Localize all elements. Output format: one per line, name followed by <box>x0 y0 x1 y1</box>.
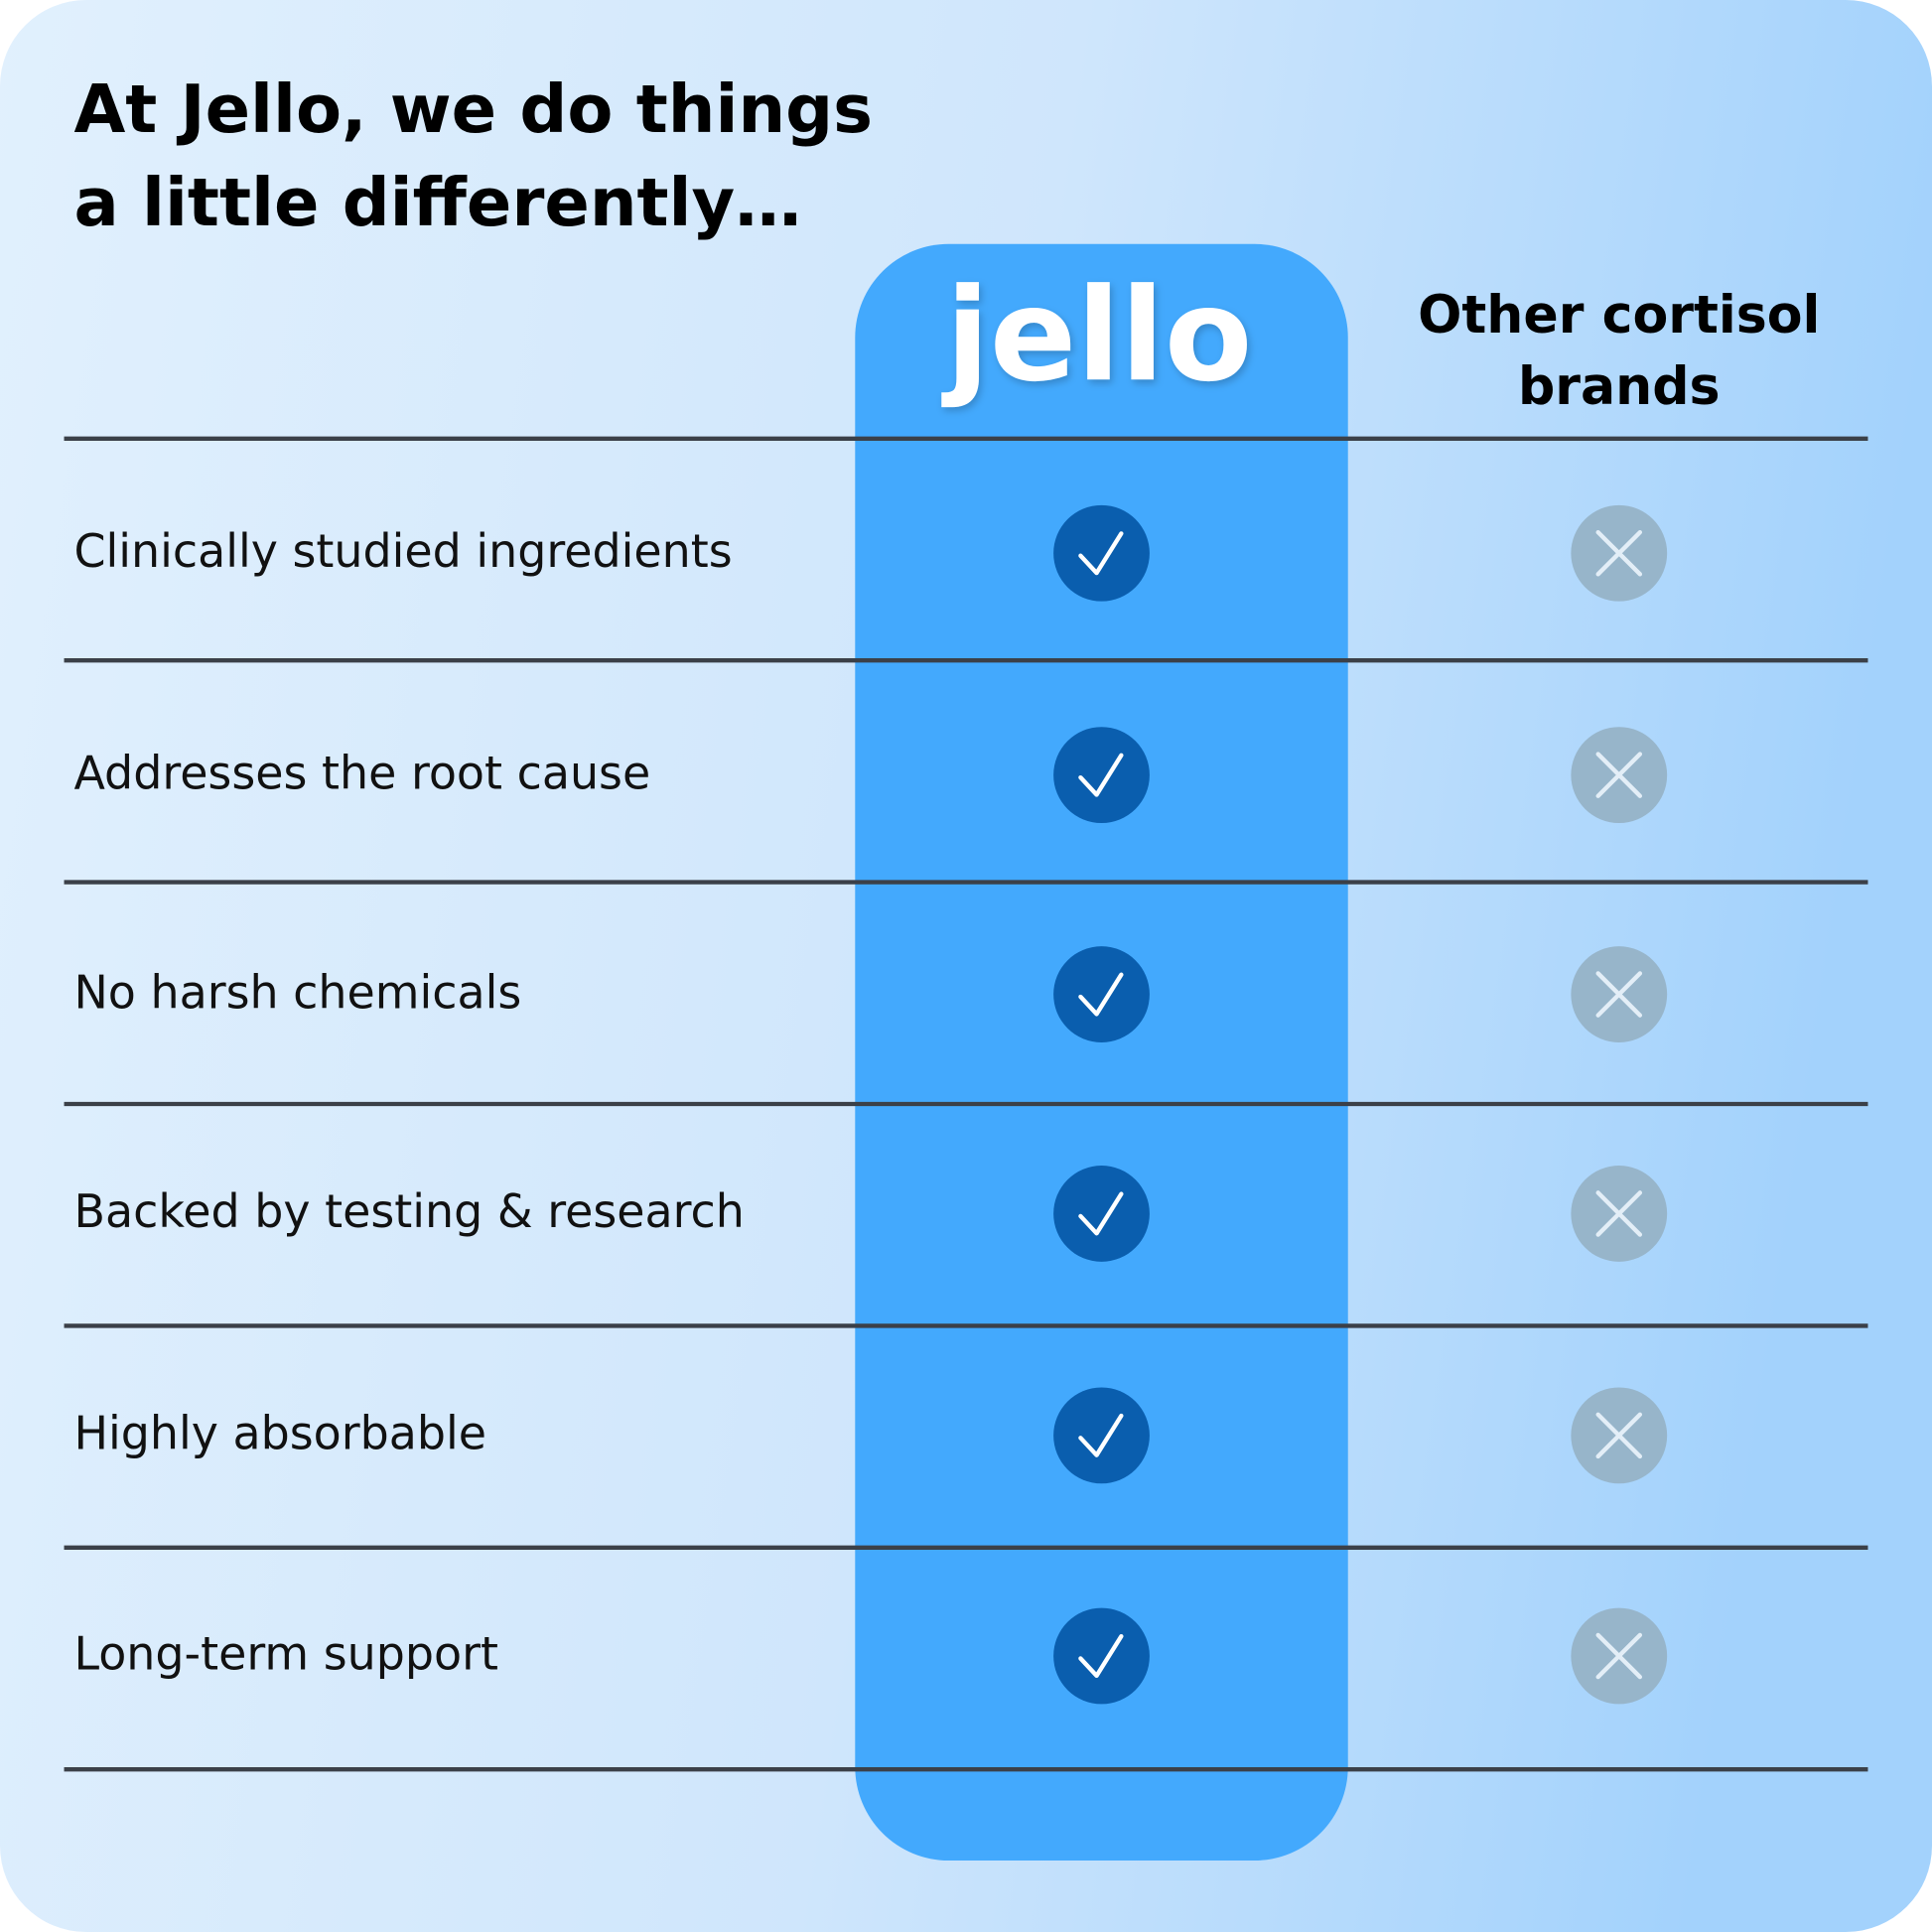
row-label: Clinically studied ingredients <box>73 524 732 578</box>
other-header: Other cortisol <box>1418 286 1820 345</box>
check-icon <box>1053 1607 1150 1705</box>
brand-column <box>855 243 1348 1862</box>
check-mark <box>1078 531 1124 576</box>
row-label: Addresses the root cause <box>73 746 650 799</box>
check-mark <box>1078 1413 1124 1457</box>
brand-name: jello <box>941 261 1253 410</box>
cross-mark <box>1595 971 1643 1018</box>
check-icon <box>1053 504 1150 602</box>
cross-mark <box>1595 1412 1643 1459</box>
title-line: a little differently… <box>73 164 801 241</box>
row-label: No harsh chemicals <box>73 965 521 1019</box>
check-mark <box>1078 1191 1124 1236</box>
cross-mark <box>1595 1190 1643 1237</box>
check-icon <box>1053 727 1150 824</box>
title-line: At Jello, we do things <box>73 70 873 148</box>
row-label: Highly absorbable <box>73 1407 486 1460</box>
check-mark <box>1078 753 1124 797</box>
row-label: Long-term support <box>73 1627 498 1681</box>
check-icon <box>1053 1166 1150 1262</box>
rows: Clinically studied ingredients Addresses … <box>64 504 1868 1772</box>
row-label: Backed by testing & research <box>73 1184 744 1238</box>
cross-mark <box>1595 529 1643 577</box>
check-icon <box>1053 946 1150 1042</box>
cross-mark <box>1595 1632 1643 1680</box>
check-mark <box>1078 1633 1124 1679</box>
cross-mark <box>1595 752 1643 798</box>
other-header: brands <box>1518 357 1721 417</box>
check-mark <box>1078 972 1124 1017</box>
check-icon <box>1053 1387 1150 1484</box>
